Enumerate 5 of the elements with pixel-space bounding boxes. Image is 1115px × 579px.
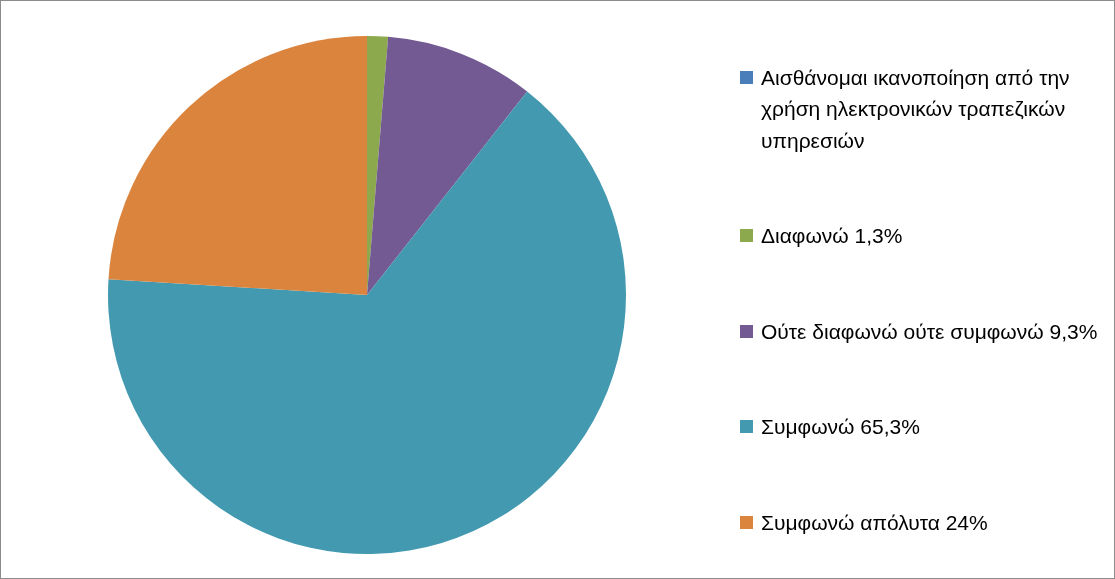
legend-label: Αισθάνομαι ικανοποίηση από την χρήση ηλεκτρονικών τραπεζικών υπηρεσιών [761, 64, 1071, 154]
legend-label: Συμφωνώ απόλυτα 24% [761, 509, 988, 536]
legend-label: Διαφωνώ 1,3% [761, 223, 903, 250]
legend-label: Συμφωνώ 65,3% [761, 414, 920, 441]
legend-label: Ούτε διαφωνώ ούτε συμφωνώ 9,3% [761, 318, 1098, 345]
